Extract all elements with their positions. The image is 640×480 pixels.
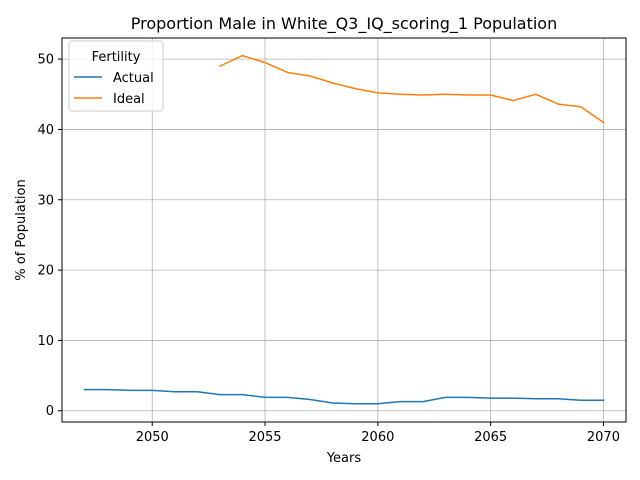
x-axis-label: Years	[326, 451, 362, 466]
legend: Fertility Actual Ideal	[68, 40, 164, 112]
x-tick-label: 2070	[587, 430, 620, 445]
chart-title: Proportion Male in White_Q3_IQ_scoring_1…	[131, 14, 557, 34]
series-line-ideal	[218, 54, 605, 124]
legend-label-actual: Actual	[113, 71, 154, 86]
series-line-actual	[83, 388, 605, 405]
y-tick-label: 50	[37, 53, 54, 68]
legend-box	[68, 40, 164, 112]
x-tick-label: 2060	[361, 430, 394, 445]
plot-area-frame	[61, 37, 627, 423]
y-tick-label: 30	[37, 193, 54, 208]
axis-ticks: 2050 2055 2060 2065 2070 0 10 20 30 40 50	[37, 53, 620, 445]
x-tick-label: 2055	[248, 430, 281, 445]
legend-label-ideal: Ideal	[113, 92, 145, 107]
y-tick-label: 40	[37, 123, 54, 138]
x-tick-label: 2050	[136, 430, 169, 445]
y-tick-label: 10	[37, 334, 54, 349]
y-tick-label: 0	[46, 404, 54, 419]
y-tick-label: 20	[37, 264, 54, 279]
legend-title: Fertility	[92, 50, 141, 65]
x-tick-label: 2065	[474, 430, 507, 445]
y-axis-label: % of Population	[14, 179, 29, 280]
series-lines	[83, 54, 605, 405]
